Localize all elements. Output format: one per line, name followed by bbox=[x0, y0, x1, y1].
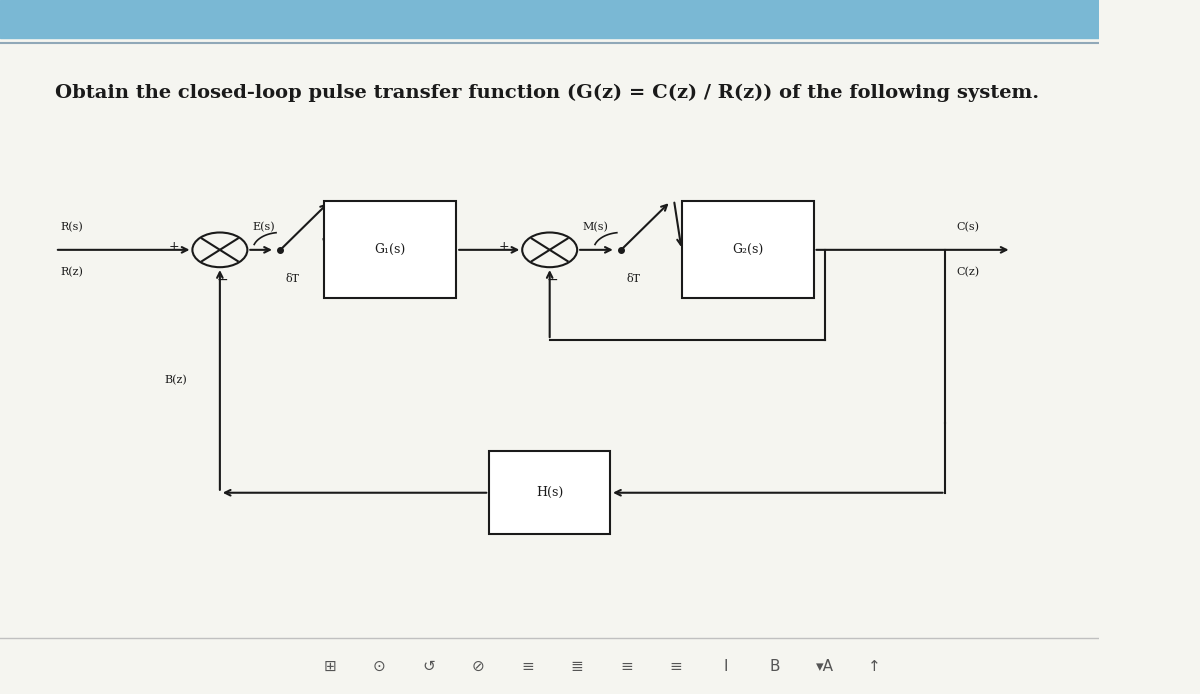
Text: C(z): C(z) bbox=[956, 267, 979, 278]
Text: Obtain the closed-loop pulse transfer function (G(z) = C(z) / R(z)) of the follo: Obtain the closed-loop pulse transfer fu… bbox=[55, 83, 1039, 101]
Text: E(s): E(s) bbox=[253, 222, 276, 232]
Text: ⊙: ⊙ bbox=[373, 659, 385, 674]
Text: ▾A: ▾A bbox=[816, 659, 834, 674]
Text: ↑: ↑ bbox=[868, 659, 881, 674]
Text: +: + bbox=[168, 240, 179, 253]
Text: R(z): R(z) bbox=[60, 267, 83, 278]
Text: −: − bbox=[546, 273, 558, 287]
Bar bbox=[324, 201, 456, 298]
Text: ⊘: ⊘ bbox=[472, 659, 485, 674]
Text: ⊞: ⊞ bbox=[324, 659, 336, 674]
Text: I: I bbox=[724, 659, 728, 674]
Text: +: + bbox=[498, 240, 509, 253]
Bar bbox=[0, 0, 1099, 38]
Bar bbox=[682, 201, 814, 298]
Text: R(s): R(s) bbox=[60, 222, 83, 232]
Text: C(s): C(s) bbox=[956, 222, 979, 232]
Text: B: B bbox=[770, 659, 780, 674]
Text: M(s): M(s) bbox=[583, 222, 608, 232]
Text: ↺: ↺ bbox=[422, 659, 436, 674]
Text: δT: δT bbox=[626, 274, 641, 284]
Text: ≣: ≣ bbox=[571, 659, 583, 674]
Text: ≡: ≡ bbox=[670, 659, 683, 674]
Text: ≡: ≡ bbox=[620, 659, 634, 674]
Text: H(s): H(s) bbox=[536, 486, 563, 499]
Text: B(z): B(z) bbox=[164, 375, 187, 385]
Text: G₂(s): G₂(s) bbox=[732, 244, 763, 256]
Text: δT: δT bbox=[286, 274, 300, 284]
Text: G₁(s): G₁(s) bbox=[374, 244, 406, 256]
Bar bbox=[490, 451, 610, 534]
Text: −: − bbox=[216, 273, 228, 287]
Text: ≡: ≡ bbox=[521, 659, 534, 674]
